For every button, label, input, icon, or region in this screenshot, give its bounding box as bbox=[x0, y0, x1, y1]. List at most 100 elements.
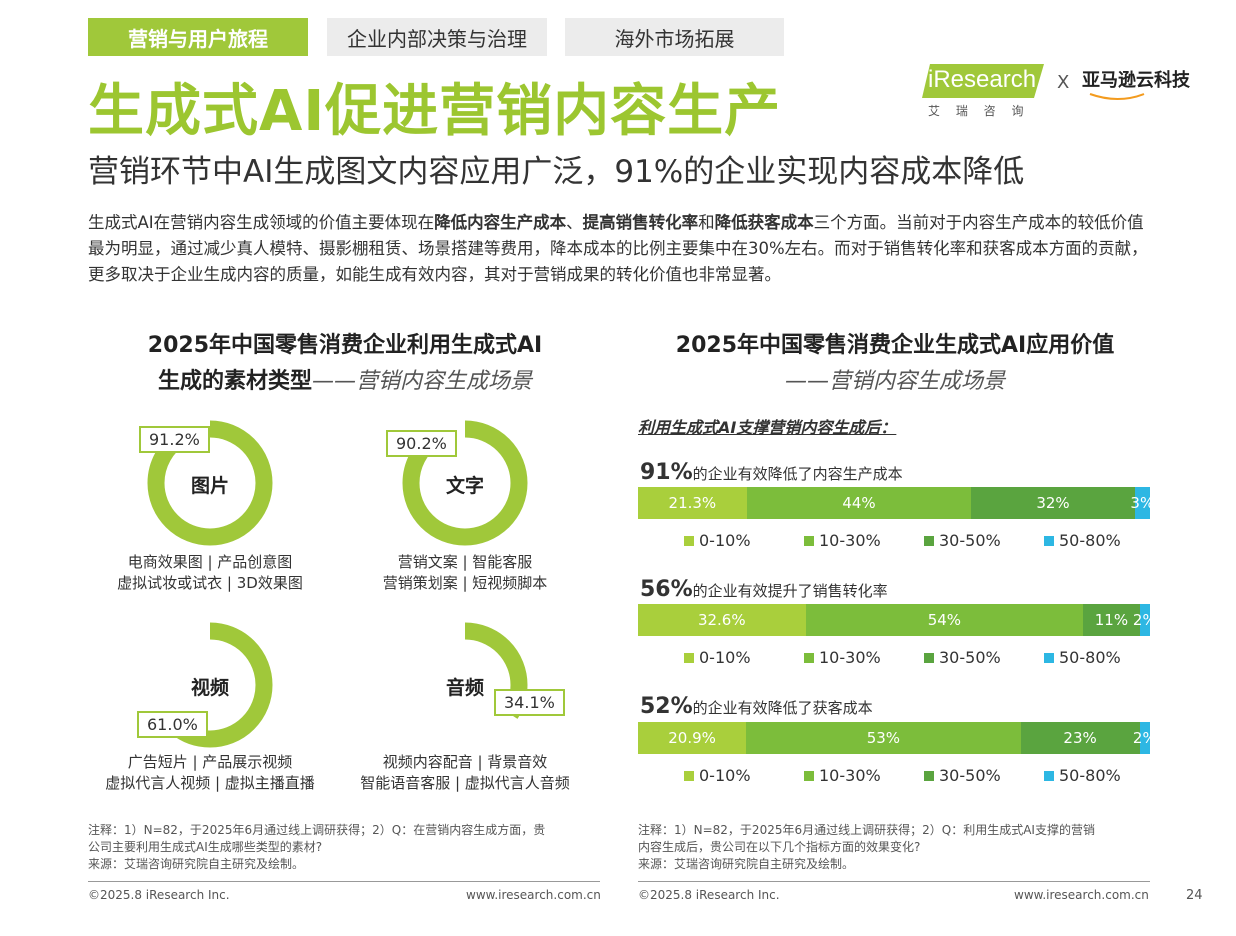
legend-label-1-0: 0-10% bbox=[699, 648, 751, 667]
right-section-title: 利用生成式AI支撑营销内容生成后： bbox=[638, 418, 897, 437]
right-chart-title-suffix-text: ——营销内容生成场景 bbox=[784, 369, 1005, 394]
bar-segment-2-3: 2% bbox=[1133, 722, 1157, 754]
donut-2: 视频 bbox=[140, 615, 280, 755]
left-chart-title-line2: 生成的素材类型——营销内容生成场景 bbox=[110, 364, 580, 400]
legend-item-1-1: 10-30% bbox=[804, 648, 924, 667]
legend-item-0-3: 50-80% bbox=[1044, 531, 1164, 550]
bar-row-heading-1: 56%的企业有效提升了销售转化率 bbox=[640, 577, 888, 602]
bar-legend-0: 0-10% 10-30% 30-50% 50-80% bbox=[684, 531, 1164, 550]
legend-item-2-1: 10-30% bbox=[804, 766, 924, 785]
legend-item-0-0: 0-10% bbox=[684, 531, 804, 550]
left-note-line1: 注释：1）N=82，于2025年6月通过线上调研获得；2）Q：在营销内容生成方面… bbox=[88, 823, 546, 837]
donut-caption-line-3-1: 智能语音客服 | 虚拟代言人音频 bbox=[360, 774, 570, 792]
donut-1: 文字 bbox=[395, 413, 535, 553]
bar-segment-1-2: 11% bbox=[1083, 604, 1140, 636]
legend-item-2-2: 30-50% bbox=[924, 766, 1044, 785]
legend-swatch-1-0 bbox=[684, 652, 694, 663]
donut-svg-1 bbox=[402, 420, 528, 546]
legend-label-1-3: 50-80% bbox=[1059, 648, 1121, 667]
logo-x: X bbox=[1057, 72, 1070, 93]
legend-label-2-1: 10-30% bbox=[819, 766, 881, 785]
donut-svg-2 bbox=[147, 622, 273, 748]
bar-segment-0-1: 44% bbox=[746, 487, 972, 519]
bar-legend-1: 0-10% 10-30% 30-50% 50-80% bbox=[684, 648, 1164, 667]
legend-swatch-2-2 bbox=[924, 770, 934, 781]
bar-row-heading-0: 91%的企业有效降低了内容生产成本 bbox=[640, 460, 903, 485]
tab-marketing-journey[interactable]: 营销与用户旅程 bbox=[88, 18, 308, 56]
bar-segment-1-1: 54% bbox=[805, 604, 1084, 636]
legend-swatch-2-1 bbox=[804, 770, 814, 781]
legend-label-0-0: 0-10% bbox=[699, 531, 751, 550]
right-note-source: 来源：艾瑞咨询研究院自主研究及绘制。 bbox=[638, 857, 855, 871]
intro-bold-1: 降低内容生产成本 bbox=[434, 213, 567, 232]
legend-label-0-1: 10-30% bbox=[819, 531, 881, 550]
iresearch-logo: iResearch 艾 瑞 咨 询 bbox=[922, 62, 1047, 118]
legend-label-1-1: 10-30% bbox=[819, 648, 881, 667]
donut-caption-line-1-0: 营销文案 | 智能客服 bbox=[397, 553, 533, 571]
footer-site-right[interactable]: www.iresearch.com.cn bbox=[1014, 888, 1149, 902]
partner-name: 亚马逊云科技 bbox=[1082, 70, 1190, 91]
intro-text-1: 生成式AI在营销内容生成领域的价值主要体现在 bbox=[88, 213, 435, 232]
legend-label-0-3: 50-80% bbox=[1059, 531, 1121, 550]
bar-row-label-1: 的企业有效提升了销售转化率 bbox=[692, 582, 888, 600]
donut-caption-line-2-0: 广告短片 | 产品展示视频 bbox=[127, 753, 293, 771]
footer-copyright-right: ©2025.8 iResearch Inc. bbox=[638, 888, 780, 902]
left-note-line2: 公司主要利用生成式AI生成哪些类型的素材? bbox=[88, 840, 323, 854]
tab-internal-decision[interactable]: 企业内部决策与治理 bbox=[327, 18, 547, 56]
donut-caption-line-2-1: 虚拟代言人视频 | 虚拟主播直播 bbox=[105, 774, 315, 792]
left-chart-note: 注释：1）N=82，于2025年6月通过线上调研获得；2）Q：在营销内容生成方面… bbox=[88, 822, 608, 873]
iresearch-brand-text: iResearch bbox=[928, 66, 1037, 93]
intro-text-2: 三个方面。当前对于内容生产成本的较低价值最为明显，通过减少真人模特、摄影棚租赁、… bbox=[88, 213, 1148, 284]
donut-caption-3: 视频内容配音 | 背景音效智能语音客服 | 虚拟代言人音频 bbox=[355, 752, 575, 794]
tab-overseas-market[interactable]: 海外市场拓展 bbox=[565, 18, 784, 56]
partner-logo: 亚马逊云科技 bbox=[1082, 66, 1202, 106]
donut-arc-0 bbox=[147, 420, 273, 546]
legend-swatch-2-0 bbox=[684, 770, 694, 781]
left-chart-title-line1: 2025年中国零售消费企业利用生成式AI bbox=[147, 333, 543, 358]
right-note-line1: 注释：1）N=82，于2025年6月通过线上调研获得；2）Q：利用生成式AI支撑… bbox=[638, 823, 1095, 837]
legend-swatch-1-1 bbox=[804, 652, 814, 663]
left-chart-title-suffix: ——营销内容生成场景 bbox=[312, 369, 533, 394]
donut-category-label-1: 文字 bbox=[445, 475, 484, 497]
legend-label-2-0: 0-10% bbox=[699, 766, 751, 785]
donut-value-label-3: 34.1% bbox=[494, 689, 565, 716]
legend-swatch-1-2 bbox=[924, 652, 934, 663]
page-title: 生成式AI促进营销内容生产 bbox=[88, 79, 782, 144]
right-chart-title-line1: 2025年中国零售消费企业生成式AI应用价值 bbox=[675, 333, 1115, 358]
donut-arc-3 bbox=[402, 622, 528, 748]
donut-category-label-0: 图片 bbox=[190, 475, 229, 497]
legend-label-1-2: 30-50% bbox=[939, 648, 1001, 667]
intro-paragraph: 生成式AI在营销内容生成领域的价值主要体现在降低内容生产成本、提高销售转化率和降… bbox=[88, 210, 1148, 288]
legend-item-2-3: 50-80% bbox=[1044, 766, 1164, 785]
right-note-line2: 内容生成后，贵公司在以下几个指标方面的效果变化? bbox=[638, 840, 921, 854]
donut-caption-2: 广告短片 | 产品展示视频虚拟代言人视频 | 虚拟主播直播 bbox=[100, 752, 320, 794]
intro-sep-2: 和 bbox=[698, 213, 715, 232]
donut-value-label-0: 91.2% bbox=[139, 426, 210, 453]
donut-category-label-2: 视频 bbox=[190, 677, 229, 699]
donut-caption-line-0-0: 电商效果图 | 产品创意图 bbox=[127, 553, 293, 571]
donut-svg-0 bbox=[147, 420, 273, 546]
donut-0: 图片 bbox=[140, 413, 280, 553]
legend-swatch-0-0 bbox=[684, 535, 694, 546]
bar-segment-2-0: 20.9% bbox=[638, 722, 747, 754]
donut-arc-2 bbox=[147, 622, 273, 748]
donut-value-label-1: 90.2% bbox=[386, 430, 457, 457]
donut-category-label-3: 音频 bbox=[445, 677, 484, 699]
iresearch-logo-mark bbox=[922, 64, 1044, 98]
bar-row-label-2: 的企业有效降低了获客成本 bbox=[692, 699, 873, 717]
legend-swatch-0-1 bbox=[804, 535, 814, 546]
amazon-smile-icon bbox=[1089, 93, 1145, 100]
bar-segment-0-3: 3% bbox=[1130, 487, 1154, 519]
left-chart-title: 2025年中国零售消费企业利用生成式AI 生成的素材类型——营销内容生成场景 bbox=[110, 328, 580, 400]
legend-item-0-1: 10-30% bbox=[804, 531, 924, 550]
legend-label-2-2: 30-50% bbox=[939, 766, 1001, 785]
footer-site-left[interactable]: www.iresearch.com.cn bbox=[466, 888, 601, 902]
page-number: 24 bbox=[1186, 888, 1203, 903]
donut-caption-0: 电商效果图 | 产品创意图 虚拟试妆或试衣 | 3D效果图 bbox=[100, 552, 320, 594]
donut-arc-1 bbox=[402, 420, 528, 546]
footer-divider-left bbox=[88, 881, 600, 882]
iresearch-brand-cn: 艾 瑞 咨 询 bbox=[928, 104, 1030, 118]
bar-legend-2: 0-10% 10-30% 30-50% 50-80% bbox=[684, 766, 1164, 785]
donut-caption-line-3-0: 视频内容配音 | 背景音效 bbox=[382, 753, 548, 771]
legend-swatch-2-3 bbox=[1044, 770, 1054, 781]
